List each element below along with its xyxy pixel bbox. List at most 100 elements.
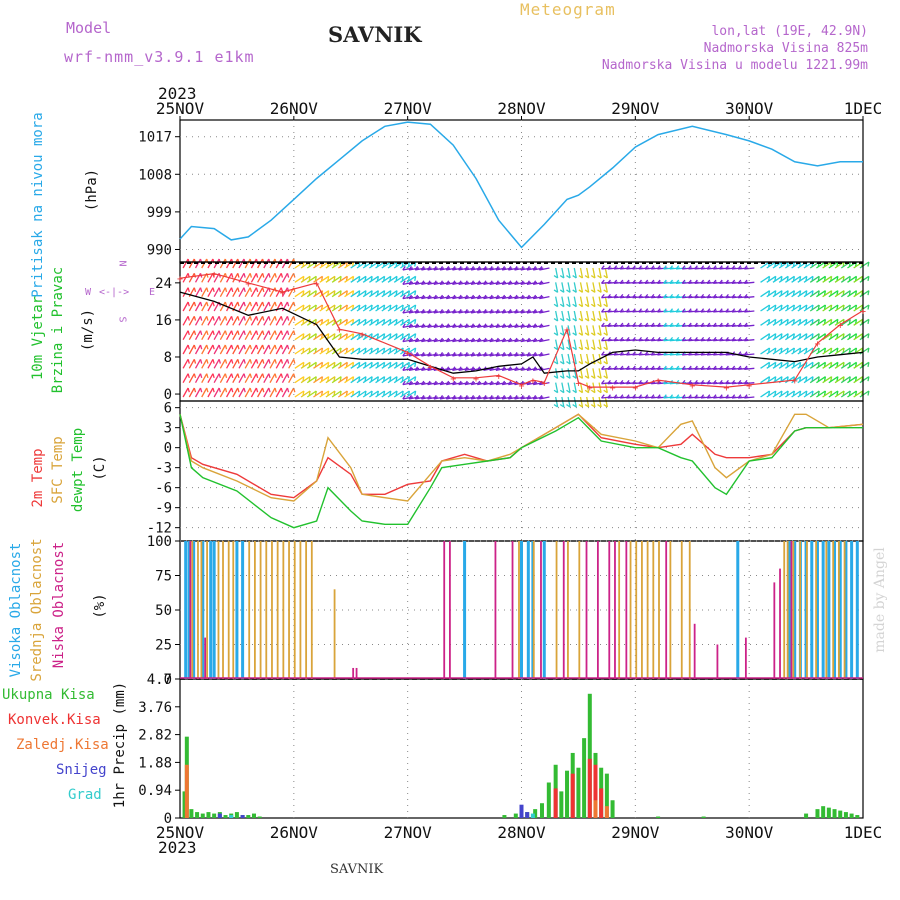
wind-barb-flag — [464, 352, 468, 357]
wind-barb-flag — [420, 352, 425, 357]
wind-barb — [232, 387, 239, 398]
wind-barb — [238, 316, 245, 326]
wind-barb — [188, 387, 195, 398]
wind-barb — [816, 347, 826, 355]
wind-barb-flag — [559, 389, 565, 394]
wind-barb — [300, 304, 311, 312]
wind-barb — [483, 396, 494, 400]
precip-bar — [546, 782, 551, 818]
wind-barb — [288, 330, 295, 340]
wind-barb-flag — [719, 308, 723, 313]
wind-barb-flag — [414, 347, 417, 353]
wind-barb — [269, 287, 276, 297]
wind-barb-flag — [402, 323, 406, 328]
wind-barb — [502, 382, 513, 386]
wind-barb — [421, 324, 432, 328]
wind-barb-flag — [489, 309, 493, 314]
wind-barb-flag — [613, 322, 618, 327]
cloud-bar — [793, 541, 797, 679]
wind-barb-flag — [706, 308, 711, 313]
wind-barb — [458, 382, 469, 386]
wind-barb — [744, 396, 755, 399]
precip-bar — [525, 812, 530, 818]
wind-barb-flag — [364, 376, 367, 382]
wind-barb — [520, 353, 531, 357]
wind-barb-flag — [483, 294, 487, 300]
wind-barb — [847, 304, 857, 312]
pressure-ytick-label: 1008 — [138, 167, 172, 183]
wind-barb-flag — [836, 347, 839, 353]
wind-barb-flag — [792, 362, 796, 367]
wind-barb-flag — [854, 319, 858, 324]
wind-barb — [337, 376, 348, 384]
wind-barb — [539, 382, 550, 386]
wind-barb — [275, 359, 282, 369]
wind-barb-flag — [458, 395, 462, 400]
wind-barb-flag — [237, 373, 240, 379]
wind-barb-flag — [427, 380, 431, 386]
wind-barb-flag — [731, 394, 736, 399]
wind-barb — [464, 267, 476, 271]
wind-barb — [853, 275, 864, 283]
wind-barb-flag — [212, 387, 215, 393]
wind-barb — [427, 296, 438, 300]
wind-barb-flag — [603, 375, 608, 379]
wind-barb — [458, 296, 469, 300]
wind-barb-flag — [650, 322, 655, 327]
wind-barb-flag — [792, 390, 796, 396]
wind-barb — [797, 290, 808, 298]
wind-barb — [325, 304, 336, 312]
wind-barb-flag — [817, 319, 820, 324]
wind-barb-flag — [836, 290, 839, 296]
wind-barb-flag — [408, 309, 412, 314]
wind-barb-flag — [725, 322, 729, 327]
wind-barb-flag — [675, 336, 680, 342]
wind-barb-flag — [867, 362, 870, 367]
precip-bar — [229, 815, 234, 818]
wind-barb — [514, 296, 525, 300]
wind-barb-flag — [243, 359, 246, 364]
wind-barb-flag — [663, 308, 667, 313]
wind-barb-flag — [663, 322, 667, 327]
wind-barb — [458, 281, 469, 285]
wind-barb — [471, 382, 482, 386]
wind-barb-flag — [603, 275, 608, 279]
cloud-ytick-label: 0 — [164, 672, 172, 688]
temp-ytick-label: -12 — [147, 521, 172, 537]
wind-barb-flag — [644, 379, 649, 385]
wind-barb-flag — [187, 344, 190, 350]
wind-barb-flag — [206, 330, 209, 336]
wind-barb-flag — [572, 275, 577, 279]
wind-barb-flag — [187, 301, 190, 307]
wind-barb — [471, 324, 482, 328]
wind-barb — [760, 361, 770, 369]
wind-barb — [508, 281, 519, 285]
wind-barb — [356, 318, 367, 326]
wind-barb — [257, 301, 264, 312]
wind-barb-flag — [823, 390, 827, 396]
wind-barb-flag — [644, 265, 649, 270]
wind-barb — [561, 267, 565, 279]
wind-barb-flag — [805, 290, 808, 296]
wind-barb-flag — [314, 362, 317, 367]
wind-barb-flag — [712, 308, 717, 313]
wind-barb — [809, 318, 820, 326]
precip-bar — [826, 807, 831, 818]
wind-barb-flag — [836, 333, 839, 339]
wind-barb-flag — [842, 362, 845, 367]
wind-barb — [400, 304, 410, 312]
wind-barb — [853, 304, 864, 312]
wind-barb-flag — [842, 390, 845, 396]
wind-barb-flag — [286, 287, 290, 293]
wind-barb — [555, 282, 559, 293]
wind-barb-flag — [638, 336, 642, 342]
cloud-bar — [792, 541, 795, 679]
wind-barb — [828, 275, 839, 283]
wind-barb-flag — [439, 337, 444, 343]
wind-barb — [772, 318, 783, 326]
wind-barb-flag — [743, 265, 748, 270]
wind-barb — [288, 258, 295, 269]
wind-barb-flag — [402, 352, 406, 357]
wind-barb — [834, 261, 845, 269]
wind-barb-flag — [333, 362, 336, 367]
